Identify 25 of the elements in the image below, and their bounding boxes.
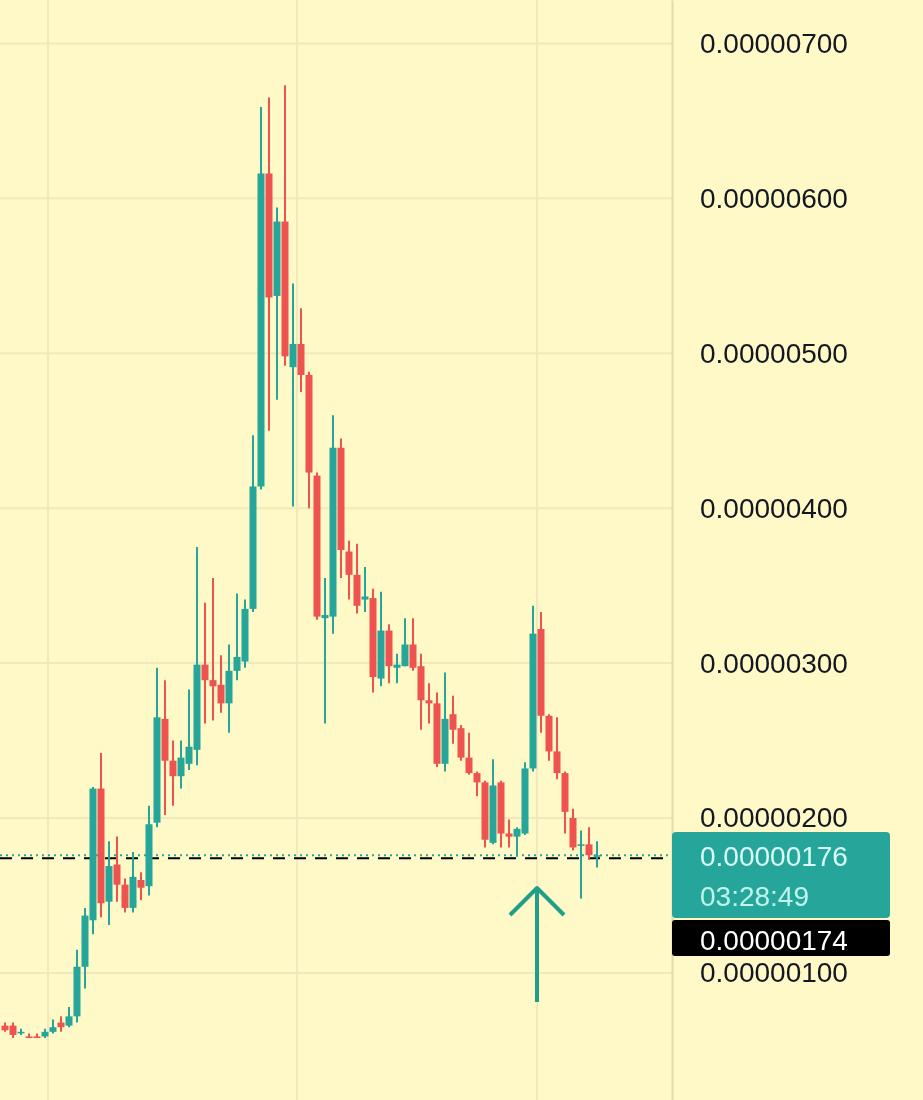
y-tick-label: 0.00000600 — [700, 182, 848, 214]
candlestick — [65, 1006, 73, 1029]
candlestick — [425, 682, 433, 725]
text: 03:28:49 — [700, 881, 809, 912]
y-tick-label: 0.00000100 — [700, 957, 848, 989]
y-tick-label: 0.00000500 — [700, 337, 848, 369]
candlestick — [169, 739, 177, 807]
y-tick-label: 0.00000400 — [700, 492, 848, 524]
candlestick — [201, 601, 209, 725]
candlestick — [585, 826, 593, 861]
candlestick — [361, 566, 369, 613]
candlestick — [473, 770, 481, 798]
candlestick — [121, 877, 129, 914]
y-tick-label: 0.00000700 — [700, 27, 848, 59]
candlestick — [137, 871, 145, 902]
candlestick — [289, 282, 297, 508]
y-tick-label: 0.00000300 — [700, 647, 848, 679]
candlestick — [345, 539, 353, 601]
candlestick — [465, 731, 473, 776]
ref-line-label: 0.00000176 — [700, 841, 848, 872]
candlestick — [113, 835, 121, 903]
ref-line-label: 0.00000174 — [700, 925, 848, 956]
candlestick — [553, 716, 561, 781]
y-tick-label: 0.00000200 — [700, 802, 848, 834]
candlestick — [505, 818, 513, 849]
